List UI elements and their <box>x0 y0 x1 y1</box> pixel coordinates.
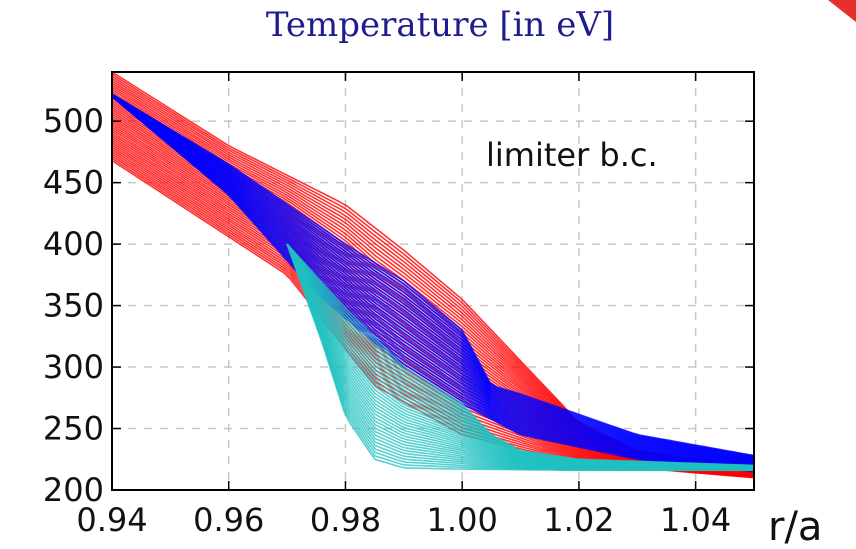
x-tick-label: 0.98 <box>310 501 381 539</box>
series-group <box>286 243 754 472</box>
series-curve <box>112 93 754 457</box>
limiter-annotation: limiter b.c. <box>486 136 658 174</box>
x-axis-label: r/a <box>768 504 822 549</box>
x-tick-label: 0.96 <box>193 501 264 539</box>
y-tick-label: 500 <box>43 102 104 140</box>
chart-title: Temperature [in eV] <box>266 5 614 45</box>
y-tick-label: 300 <box>43 348 104 386</box>
curve-bundles <box>112 72 754 479</box>
y-tick-label: 200 <box>43 471 104 509</box>
y-tick-label: 250 <box>43 410 104 448</box>
plot-frame <box>111 71 755 491</box>
x-tick-label: 1.00 <box>427 501 498 539</box>
y-tick-label: 450 <box>43 164 104 202</box>
y-tick-label: 400 <box>43 225 104 263</box>
series-group <box>112 93 754 473</box>
corner-arrow-shape <box>828 0 856 22</box>
y-tick-label: 350 <box>43 287 104 325</box>
x-tick-label: 0.94 <box>76 501 147 539</box>
axis-ticks: 0.94 0.96 0.98 1.00 1.02 1.04 200 250 300 350 400 4… <box>43 72 754 539</box>
series-curve <box>286 243 754 467</box>
x-tick-label: 1.04 <box>660 501 731 539</box>
x-tick-label: 1.02 <box>543 501 614 539</box>
